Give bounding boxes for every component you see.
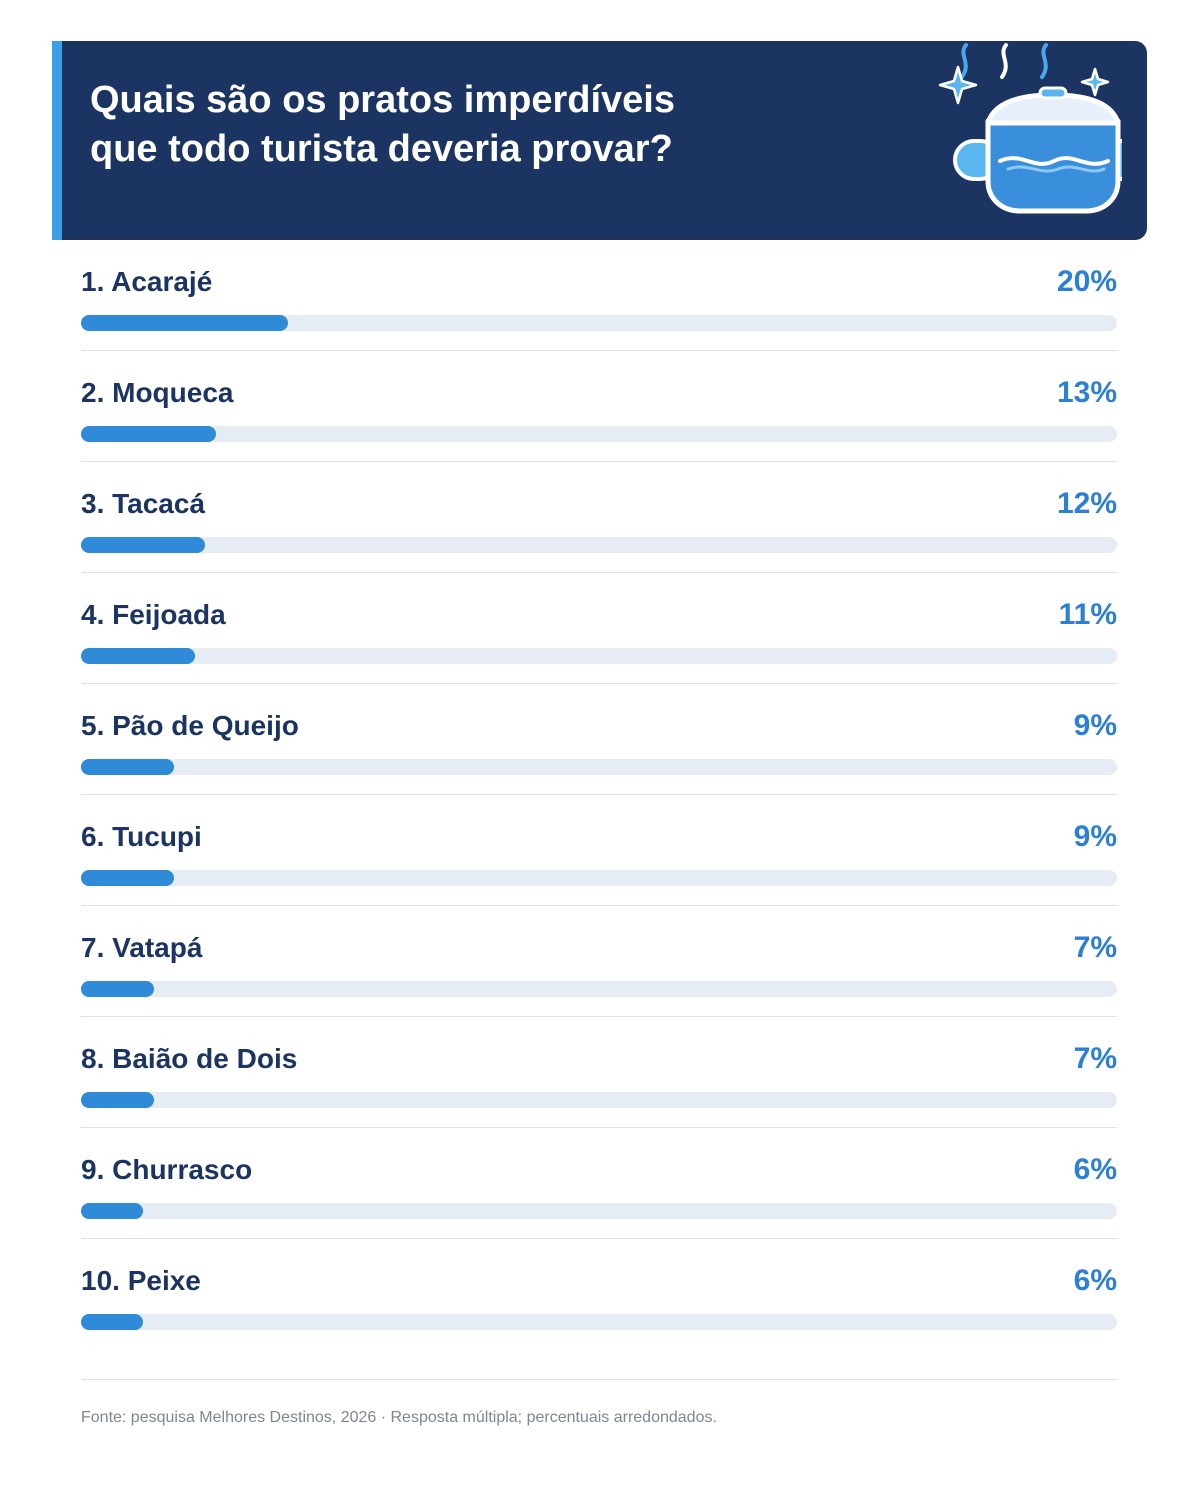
- bar-row: 6. Tucupi 9%: [81, 795, 1117, 906]
- bar-track: [81, 648, 1117, 664]
- category-label: 6. Tucupi: [81, 821, 202, 852]
- percent-label: 9%: [1073, 820, 1117, 853]
- percent-label: 11%: [1058, 598, 1117, 631]
- category-label: 3. Tacacá: [81, 488, 206, 519]
- bar-row: 5. Pão de Queijo 9%: [81, 684, 1117, 795]
- category-label: 5. Pão de Queijo: [81, 710, 299, 741]
- percent-label: 9%: [1073, 709, 1117, 742]
- category-label: 9. Churrasco: [81, 1154, 253, 1185]
- percent-label: 7%: [1073, 931, 1117, 964]
- bar-fill: [81, 537, 205, 553]
- header-banner: Quais são os pratos imperdíveis que todo…: [52, 41, 1147, 240]
- bar-row: 4. Feijoada 11%: [81, 573, 1117, 684]
- cooking-pot-icon: [938, 43, 1122, 214]
- bar-fill: [81, 981, 154, 997]
- bar-row: 3. Tacacá 12%: [81, 462, 1117, 573]
- bar-fill: [81, 1092, 154, 1108]
- bar-track: [81, 426, 1117, 442]
- category-label: 1. Acarajé: [81, 266, 213, 297]
- page-title: Quais são os pratos imperdíveis que todo…: [90, 79, 675, 170]
- category-label: 4. Feijoada: [81, 599, 226, 630]
- bar-row: 2. Moqueca 13%: [81, 351, 1117, 462]
- header-accent-bar: [52, 41, 62, 240]
- ranking-chart: 1. Acarajé 20% 2. Moqueca 13% 3. Tacacá 12% 4.…: [81, 240, 1117, 1349]
- percent-label: 6%: [1073, 1153, 1117, 1186]
- bar-fill: [81, 426, 216, 442]
- category-label: 10. Peixe: [81, 1265, 201, 1296]
- source-note: Fonte: pesquisa Melhores Destinos, 2026 …: [81, 1409, 717, 1426]
- bar-fill: [81, 1203, 143, 1219]
- bar-track: [81, 1203, 1117, 1219]
- bar-fill: [81, 1314, 143, 1330]
- bar-fill: [81, 870, 174, 886]
- percent-label: 12%: [1056, 487, 1117, 520]
- bar-fill: [81, 759, 174, 775]
- bar-track: [81, 870, 1117, 886]
- percent-label: 6%: [1073, 1264, 1117, 1297]
- category-label: 7. Vatapá: [81, 932, 203, 963]
- bar-track: [81, 1314, 1117, 1330]
- bar-track: [81, 981, 1117, 997]
- bar-track: [81, 1092, 1117, 1108]
- bar-row: 1. Acarajé 20%: [81, 240, 1117, 351]
- footer-divider: [81, 1379, 1117, 1380]
- bar-track: [81, 537, 1117, 553]
- bar-track: [81, 315, 1117, 331]
- bar-row: 7. Vatapá 7%: [81, 906, 1117, 1017]
- percent-label: 7%: [1073, 1042, 1117, 1075]
- bar-row: 10. Peixe 6%: [81, 1239, 1117, 1349]
- percent-label: 20%: [1056, 265, 1117, 298]
- bar-fill: [81, 648, 195, 664]
- bar-row: 9. Churrasco 6%: [81, 1128, 1117, 1239]
- category-label: 8. Baião de Dois: [81, 1043, 298, 1074]
- percent-label: 13%: [1056, 376, 1117, 409]
- category-label: 2. Moqueca: [81, 377, 234, 408]
- bar-fill: [81, 315, 288, 331]
- bar-track: [81, 759, 1117, 775]
- bar-row: 8. Baião de Dois 7%: [81, 1017, 1117, 1128]
